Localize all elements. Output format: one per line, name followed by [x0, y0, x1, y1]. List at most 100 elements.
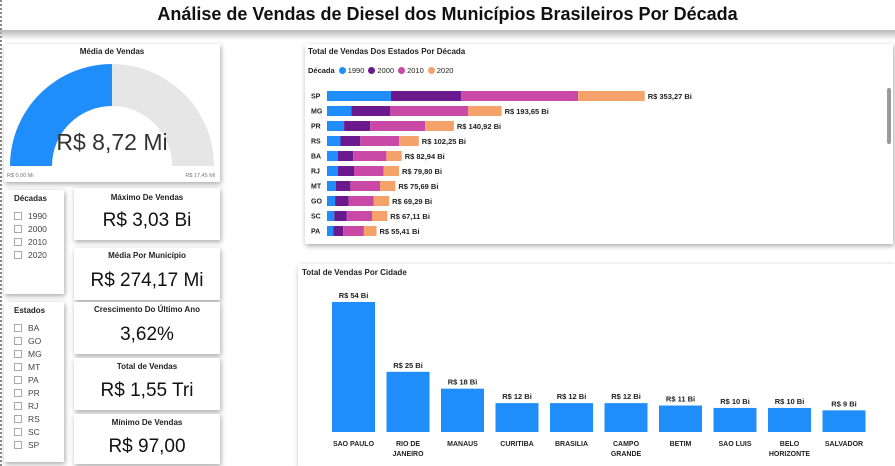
- checkbox[interactable]: [14, 224, 22, 233]
- bar-segment-2020[interactable]: [468, 106, 502, 116]
- bar-segment-2000[interactable]: [337, 151, 354, 161]
- checkbox[interactable]: [14, 237, 22, 246]
- checkbox[interactable]: [14, 401, 22, 410]
- bar-segment-2020[interactable]: [383, 166, 399, 176]
- slicer-item-1990[interactable]: 1990: [14, 209, 64, 222]
- bar-segment-1990[interactable]: [327, 151, 338, 161]
- bar-segment-2010[interactable]: [390, 106, 469, 116]
- slicer-item-sp[interactable]: SP: [14, 438, 64, 451]
- bar-segment-2000[interactable]: [336, 181, 351, 191]
- bar-segment-2000[interactable]: [335, 196, 349, 206]
- kpi-minimo-card[interactable]: Mínimo De Vendas R$ 97,00: [74, 414, 220, 464]
- bar-segment-2020[interactable]: [380, 181, 396, 191]
- city-bar[interactable]: [550, 403, 593, 432]
- bar-segment-1990[interactable]: [327, 106, 352, 116]
- cidades-chart-card[interactable]: Total de Vendas Por Cidade R$ 54 Bi SAO P…: [298, 264, 895, 466]
- category-label: CAMPO: [613, 441, 640, 448]
- bar-segment-2020[interactable]: [399, 136, 419, 146]
- slicer-item-2000[interactable]: 2000: [14, 222, 64, 235]
- slicer-item-pa[interactable]: PA: [14, 373, 64, 386]
- legend-item-2010[interactable]: 2010: [398, 66, 424, 75]
- bar-segment-2010[interactable]: [350, 181, 381, 191]
- bar-segment-2010[interactable]: [348, 196, 374, 206]
- city-bar[interactable]: [441, 388, 484, 432]
- checkbox[interactable]: [14, 250, 22, 259]
- gauge-card[interactable]: Média de Vendas R$ 8,72 Mi R$ 0,00 Mi R$…: [4, 44, 220, 182]
- slicer-item-2010[interactable]: 2010: [14, 235, 64, 248]
- city-bar[interactable]: [768, 407, 811, 432]
- city-bar[interactable]: [386, 371, 430, 432]
- checkbox[interactable]: [14, 336, 22, 345]
- estados-slicer[interactable]: Estados BA GO MG MT PA PR RJ RS SC SP: [4, 302, 64, 462]
- bar-segment-1990[interactable]: [327, 121, 345, 131]
- bar-segment-2010[interactable]: [343, 226, 364, 236]
- bar-segment-2010[interactable]: [461, 91, 579, 101]
- category-label: PA: [311, 229, 320, 236]
- city-bar[interactable]: [604, 403, 648, 432]
- checkbox[interactable]: [14, 414, 22, 423]
- checkbox[interactable]: [14, 211, 22, 220]
- kpi-title: Média Por Município: [108, 251, 186, 260]
- estados-slicer-title: Estados: [14, 306, 46, 315]
- city-bar[interactable]: [659, 405, 702, 432]
- checkbox[interactable]: [14, 388, 22, 397]
- kpi-total-card[interactable]: Total de Vendas R$ 1,55 Tri: [74, 358, 220, 410]
- kpi-maximo-card[interactable]: Máximo De Vendas R$ 3,03 Bi: [74, 188, 220, 240]
- legend-item-2020[interactable]: 2020: [427, 66, 453, 75]
- title-divider: [0, 30, 895, 40]
- slicer-item-pr[interactable]: PR: [14, 386, 64, 399]
- bar-segment-1990[interactable]: [327, 136, 341, 146]
- bar-segment-2010[interactable]: [354, 166, 384, 176]
- bar-segment-1990[interactable]: [327, 226, 334, 236]
- city-bar[interactable]: [713, 407, 757, 432]
- city-bar[interactable]: [822, 410, 866, 432]
- kpi-media-municipio-card[interactable]: Média Por Município R$ 274,17 Mi: [74, 248, 220, 300]
- bar-segment-2020[interactable]: [363, 226, 377, 236]
- vertical-scrollbar[interactable]: [887, 88, 891, 144]
- bar-segment-2010[interactable]: [370, 121, 426, 131]
- bar-segment-2010[interactable]: [353, 151, 387, 161]
- bar-segment-2000[interactable]: [390, 91, 462, 101]
- estados-chart-card[interactable]: Total de Vendas Dos Estados Por Década D…: [305, 44, 893, 244]
- decadas-slicer[interactable]: Décadas 1990 2000 2010 2020: [4, 190, 64, 294]
- checkbox[interactable]: [14, 375, 22, 384]
- bar-segment-2010[interactable]: [360, 136, 399, 146]
- kpi-crescimento-card[interactable]: Crescimento Do Último Ano 3,62%: [74, 302, 220, 354]
- bar-segment-1990[interactable]: [327, 181, 336, 191]
- slicer-item-ba[interactable]: BA: [14, 321, 64, 334]
- bar-segment-2020[interactable]: [578, 91, 645, 101]
- bar-segment-2020[interactable]: [386, 151, 402, 161]
- checkbox[interactable]: [14, 323, 22, 332]
- bar-segment-2000[interactable]: [340, 136, 361, 146]
- checkbox[interactable]: [14, 427, 22, 436]
- bar-segment-2000[interactable]: [337, 166, 354, 176]
- slicer-item-go[interactable]: GO: [14, 334, 64, 347]
- slicer-item-rs[interactable]: RS: [14, 412, 64, 425]
- bar-segment-1990[interactable]: [327, 196, 336, 206]
- bar-segment-2000[interactable]: [344, 121, 371, 131]
- checkbox[interactable]: [14, 440, 22, 449]
- bar-segment-2020[interactable]: [372, 211, 388, 221]
- slicer-item-mg[interactable]: MG: [14, 347, 64, 360]
- legend-item-2000[interactable]: 2000: [368, 66, 394, 75]
- bar-segment-2010[interactable]: [346, 211, 372, 221]
- slicer-item-mt[interactable]: MT: [14, 360, 64, 373]
- slicer-item-rj[interactable]: RJ: [14, 399, 64, 412]
- bar-segment-1990[interactable]: [327, 91, 391, 101]
- bar-segment-1990[interactable]: [327, 211, 335, 221]
- bar-segment-2020[interactable]: [425, 121, 454, 131]
- bar-segment-2000[interactable]: [333, 226, 344, 236]
- slicer-item-2020[interactable]: 2020: [14, 248, 64, 261]
- gauge-title: Média de Vendas: [79, 47, 145, 56]
- checkbox[interactable]: [14, 362, 22, 371]
- checkbox[interactable]: [14, 349, 22, 358]
- bar-segment-2000[interactable]: [351, 106, 390, 116]
- legend-item-1990[interactable]: 1990: [338, 66, 364, 75]
- bar-segment-2020[interactable]: [373, 196, 390, 206]
- legend-title: Década: [308, 66, 335, 75]
- bar-segment-2000[interactable]: [334, 211, 347, 221]
- bar-segment-1990[interactable]: [327, 166, 338, 176]
- slicer-item-sc[interactable]: SC: [14, 425, 64, 438]
- city-bar[interactable]: [495, 403, 539, 432]
- city-bar[interactable]: [332, 302, 375, 432]
